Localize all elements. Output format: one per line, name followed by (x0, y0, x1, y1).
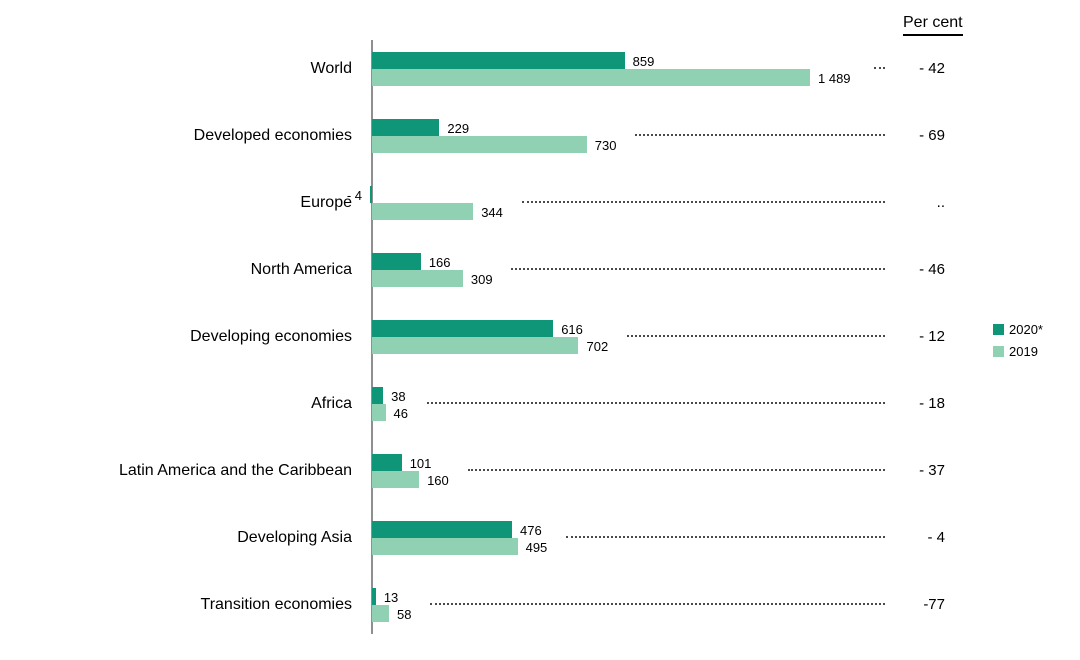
bar-2019 (372, 471, 420, 488)
value-label-2020: 13 (383, 590, 399, 605)
value-label-2020: 859 (632, 54, 655, 69)
percent-value: .. (936, 194, 945, 211)
category-label: World (310, 60, 353, 77)
value-label-2020: 476 (520, 523, 542, 538)
category-label: Latin America and the Caribbean (118, 462, 352, 479)
value-label-2019: 160 (427, 473, 449, 488)
bar-2020 (372, 454, 402, 471)
legend-item-2020: 2020* (993, 322, 1043, 337)
value-label-2020: 229 (447, 121, 470, 136)
legend: 2020* 2019 (993, 322, 1043, 366)
bar-2020 (372, 253, 421, 270)
leader-dots (626, 327, 885, 337)
percent-value: - 18 (919, 395, 945, 412)
bar-2019 (372, 203, 474, 220)
value-label-2020: 616 (561, 322, 583, 337)
percent-value: - 37 (919, 462, 945, 479)
legend-swatch-2020 (993, 324, 1004, 335)
category-label: Africa (311, 395, 352, 412)
bar-2019 (372, 337, 579, 354)
bar-2019 (372, 270, 463, 287)
category-label: Developed economies (193, 127, 352, 144)
category-label: Transition economies (200, 596, 352, 613)
bar-2019 (372, 69, 810, 86)
percent-axis-title: Per cent (903, 14, 963, 36)
value-label-2019: 309 (470, 272, 493, 287)
value-label-2019: 46 (393, 406, 408, 421)
bar-2019 (372, 538, 518, 555)
percent-value: - 4 (927, 529, 945, 546)
legend-label-2019: 2019 (1009, 344, 1038, 359)
leader-dots (511, 260, 885, 270)
percent-value: - 46 (919, 261, 945, 278)
percent-value: - 42 (919, 60, 945, 77)
value-label-2019: 1 489 (818, 71, 851, 86)
value-label-2019: 730 (594, 138, 617, 153)
bar-2019 (372, 605, 390, 622)
bar-2019 (372, 136, 587, 153)
percent-value: - 12 (919, 328, 945, 345)
legend-label-2020: 2020* (1009, 322, 1043, 337)
value-label-2019: 702 (586, 339, 609, 354)
value-label-2020: 101 (409, 456, 432, 471)
legend-item-2019: 2019 (993, 344, 1043, 359)
bar-2020 (372, 119, 440, 136)
leader-dots (521, 193, 885, 203)
bar-2020 (372, 320, 554, 337)
bar-2020 (372, 52, 625, 69)
value-label-2019: 344 (481, 205, 503, 220)
value-label-2019: 58 (397, 607, 412, 622)
percent-value: - 69 (919, 127, 945, 144)
bar-2019 (372, 404, 386, 421)
value-label-2020: 38 (391, 389, 406, 404)
bar-2020 (372, 387, 384, 404)
bar-2020 (372, 521, 513, 538)
category-label: Developing economies (190, 328, 352, 345)
leader-dots (430, 595, 885, 605)
leader-dots (635, 126, 885, 136)
category-label: Europe (300, 194, 352, 211)
bar-2020 (370, 186, 372, 203)
value-label-2020: 166 (428, 255, 451, 270)
leader-dots (467, 461, 885, 471)
value-label-2020: - 4 (346, 188, 362, 203)
legend-swatch-2019 (993, 346, 1004, 357)
category-label: Developing Asia (237, 529, 352, 546)
leader-dots (873, 59, 885, 69)
leader-dots (426, 394, 885, 404)
leader-dots (566, 528, 885, 538)
bar-2020 (372, 588, 376, 605)
percent-value: -77 (923, 596, 945, 613)
value-label-2019: 495 (525, 540, 548, 555)
category-label: North America (250, 261, 352, 278)
